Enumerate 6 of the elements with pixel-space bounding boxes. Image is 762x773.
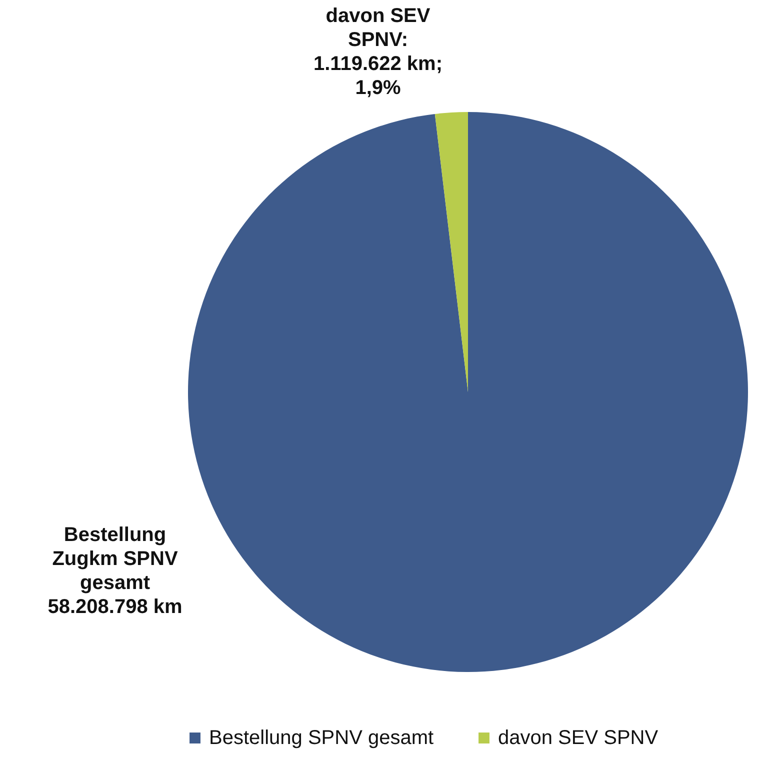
data-label: davon SEV SPNV: 1.119.622 km; 1,9% bbox=[314, 5, 442, 99]
data-label: Bestellung Zugkm SPNV gesamt 58.208.798 km bbox=[48, 524, 182, 618]
legend-label: Bestellung SPNV gesamt bbox=[209, 727, 434, 749]
pie-slice bbox=[188, 112, 748, 672]
legend-label: davon SEV SPNV bbox=[498, 727, 659, 749]
pie-slice bbox=[434, 112, 468, 392]
